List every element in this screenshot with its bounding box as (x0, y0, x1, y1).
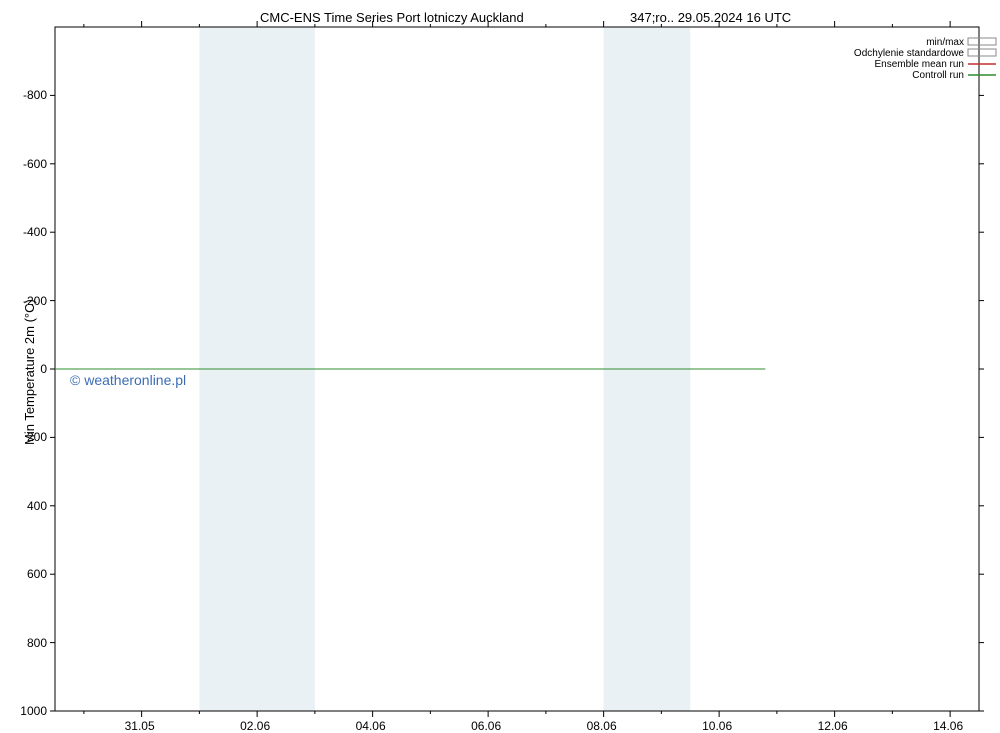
y-tick-label: 600 (27, 567, 47, 581)
watermark-text: © weatheronline.pl (70, 372, 186, 388)
x-tick-label: 04.06 (356, 719, 386, 733)
time-series-chart (0, 0, 1000, 733)
chart-title-left: CMC-ENS Time Series Port lotniczy Auckla… (260, 10, 524, 25)
y-tick-label: -800 (23, 88, 47, 102)
y-tick-label: 800 (27, 636, 47, 650)
y-axis-label: Min Temperature 2m (°C) (22, 299, 37, 445)
y-tick-label: -200 (23, 294, 47, 308)
legend-item-label: Controll run (912, 70, 964, 81)
legend-item-label: Odchylenie standardowe (854, 48, 964, 59)
x-tick-label: 02.06 (240, 719, 270, 733)
y-tick-label: 0 (40, 362, 47, 376)
y-tick-label: 400 (27, 499, 47, 513)
x-tick-label: 14.06 (933, 719, 963, 733)
y-tick-label: 1000 (20, 704, 47, 718)
x-tick-label: 31.05 (125, 719, 155, 733)
x-tick-label: 08.06 (587, 719, 617, 733)
x-tick-label: 12.06 (818, 719, 848, 733)
x-tick-label: 06.06 (471, 719, 501, 733)
legend-item-label: Ensemble mean run (875, 59, 965, 70)
x-tick-label: 10.06 (702, 719, 732, 733)
y-tick-label: -400 (23, 225, 47, 239)
chart-title-right: 347;ro.. 29.05.2024 16 UTC (630, 10, 791, 25)
y-tick-label: 200 (27, 430, 47, 444)
y-tick-label: -600 (23, 157, 47, 171)
legend-item-label: min/max (926, 37, 964, 48)
